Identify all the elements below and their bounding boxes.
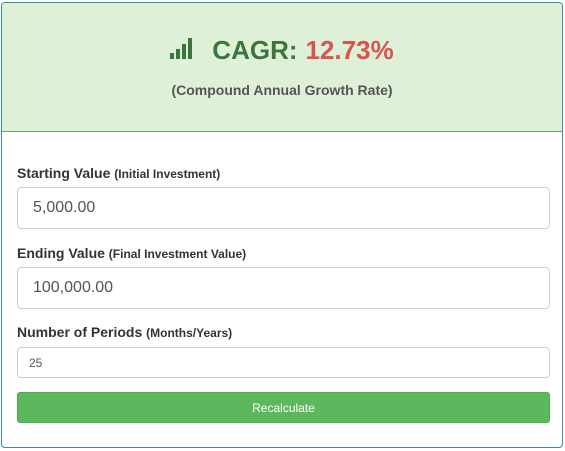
periods-text: 25: [29, 355, 43, 370]
result-header: CAGR: 12.73% (Compound Annual Growth Rat…: [2, 3, 562, 132]
result-value: 12.73%: [305, 34, 394, 65]
periods-input[interactable]: 25: [17, 347, 550, 378]
result-subtitle: (Compound Annual Growth Rate): [171, 82, 393, 98]
starting-value-hint: (Initial Investment): [114, 167, 221, 181]
recalculate-button[interactable]: Recalculate: [17, 392, 550, 423]
result-title: CAGR: 12.73%: [2, 33, 562, 67]
signal-bars-icon: [170, 37, 193, 59]
ending-value-label: Ending Value (Final Investment Value): [17, 245, 246, 261]
periods-hint: (Months/Years): [146, 326, 233, 340]
ending-value-input[interactable]: 100,000.00: [17, 267, 550, 309]
starting-value-label-text: Starting Value: [17, 165, 111, 181]
ending-value-label-text: Ending Value: [17, 245, 105, 261]
periods-label: Number of Periods (Months/Years): [17, 324, 232, 340]
starting-value-text: 5,000.00: [33, 199, 96, 216]
ending-value-hint: (Final Investment Value): [108, 247, 247, 261]
starting-value-input[interactable]: 5,000.00: [17, 187, 550, 229]
periods-label-text: Number of Periods: [17, 324, 143, 340]
result-label: CAGR:: [212, 34, 298, 65]
ending-value-text: 100,000.00: [33, 279, 114, 296]
starting-value-label: Starting Value (Initial Investment): [17, 165, 220, 181]
